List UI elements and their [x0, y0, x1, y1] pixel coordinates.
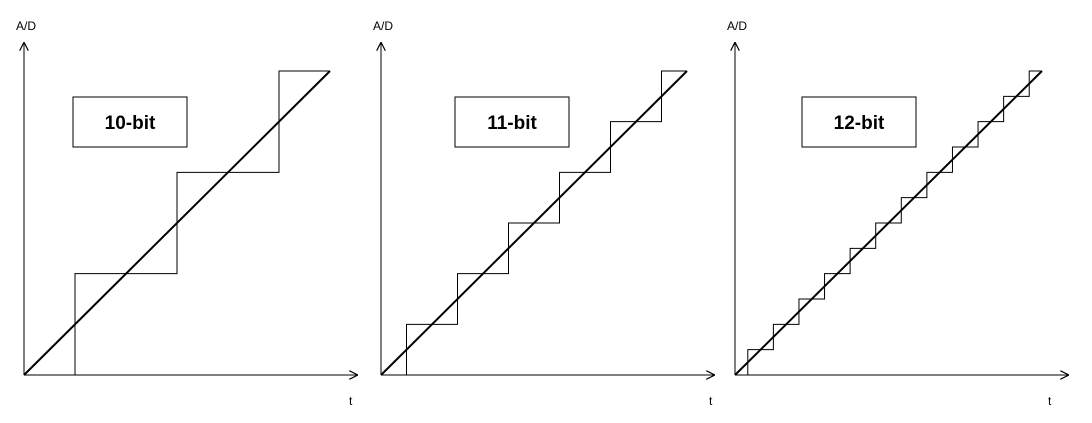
bit-label: 11-bit	[487, 113, 537, 134]
ideal-ramp-line	[734, 70, 1043, 376]
bit-label-box	[72, 96, 188, 148]
bit-label-box	[454, 96, 570, 148]
x-axis-label: t	[349, 394, 353, 408]
ideal-ramp-line	[380, 70, 688, 376]
bit-label-box	[801, 96, 917, 148]
ideal-ramp-line	[23, 70, 331, 376]
bit-label: 12-bit	[834, 113, 885, 134]
y-axis-label: A/D	[727, 19, 747, 33]
y-axis-label: A/D	[373, 19, 393, 33]
bit-label: 10-bit	[105, 113, 156, 134]
panel-10-bit: A/D t 10-bit	[16, 19, 357, 408]
panel-12-bit: A/D t 12-bit	[727, 19, 1068, 408]
x-axis-label: t	[1048, 394, 1052, 408]
panel-11-bit: A/D t 11-bit	[373, 19, 714, 408]
x-axis-label: t	[709, 394, 713, 408]
y-axis-label: A/D	[16, 19, 36, 33]
